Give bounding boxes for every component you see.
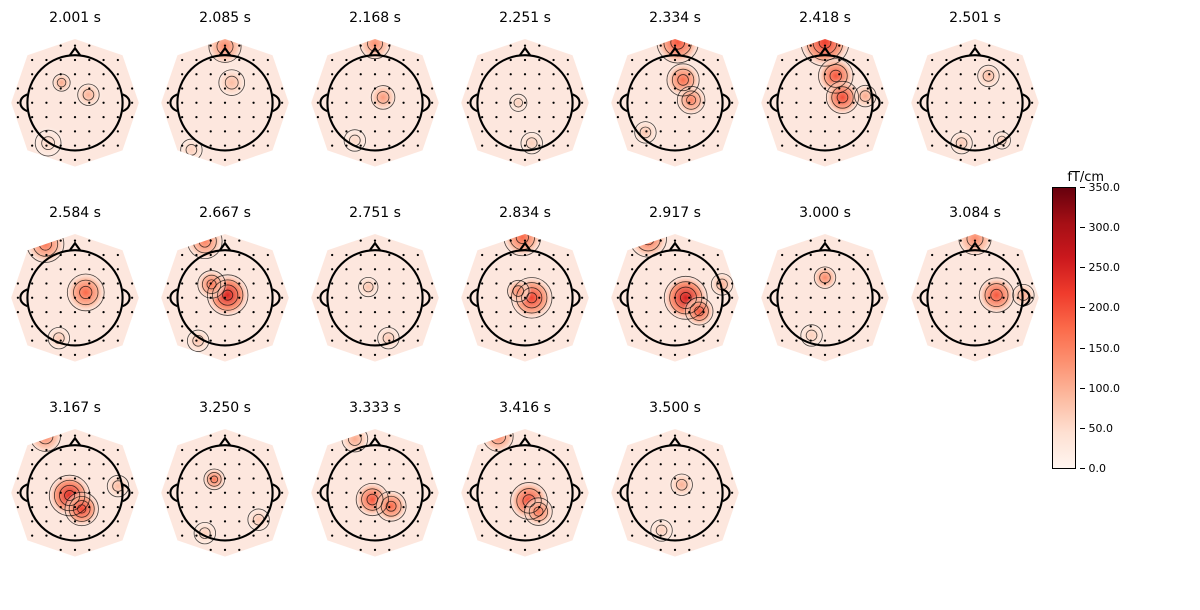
panel-title: 3.000 s (799, 205, 851, 221)
topomap (5, 225, 145, 365)
topomap-panel: 3.167 s (0, 400, 150, 595)
topomap (305, 225, 445, 365)
topomap (155, 30, 295, 170)
panel-title: 2.334 s (649, 10, 701, 26)
topomap-panel: 3.333 s (300, 400, 450, 595)
panel-title: 3.250 s (199, 400, 251, 416)
topomap-panel: 2.917 s (600, 205, 750, 400)
topomap-panel: 3.250 s (150, 400, 300, 595)
panel-title: 3.333 s (349, 400, 401, 416)
topomap-panel: 3.000 s (750, 205, 900, 400)
topomap (305, 30, 445, 170)
topomap (455, 30, 595, 170)
panel-title: 2.917 s (649, 205, 701, 221)
topomap-panel: 3.416 s (450, 400, 600, 595)
topomap-panel: 2.001 s (0, 10, 150, 205)
topomap (455, 225, 595, 365)
panel-title: 2.751 s (349, 205, 401, 221)
topomap (605, 30, 745, 170)
panel-title: 2.667 s (199, 205, 251, 221)
topomap (305, 420, 445, 560)
topomap (455, 420, 595, 560)
panel-title: 3.500 s (649, 400, 701, 416)
panel-title: 2.501 s (949, 10, 1001, 26)
topomap-panel: 2.584 s (0, 205, 150, 400)
panel-title: 3.167 s (49, 400, 101, 416)
panel-title: 3.416 s (499, 400, 551, 416)
topomap-panel: 2.751 s (300, 205, 450, 400)
colorbar: fT/cm 350.0300.0250.0200.0150.0100.050.0… (1052, 170, 1121, 469)
panel-title: 2.001 s (49, 10, 101, 26)
panel-title: 2.834 s (499, 205, 551, 221)
colorbar-bar (1052, 187, 1076, 469)
topomap-panel: 3.500 s (600, 400, 750, 595)
topomap (605, 420, 745, 560)
panel-title: 2.584 s (49, 205, 101, 221)
topomap-panel: 2.501 s (900, 10, 1050, 205)
topomap-panel: 2.251 s (450, 10, 600, 205)
topomap-panel: 3.084 s (900, 205, 1050, 400)
topomap (605, 225, 745, 365)
topomap-panel: 2.418 s (750, 10, 900, 205)
panel-title: 2.418 s (799, 10, 851, 26)
topomap (155, 420, 295, 560)
topomap (755, 30, 895, 170)
topomap-panel: 2.834 s (450, 205, 600, 400)
colorbar-ticks: 350.0300.0250.0200.0150.0100.050.00.0 (1080, 187, 1121, 469)
topomap-grid: 2.001 s 2.085 s 2.168 s 2.251 s 2.334 s 2.418… (0, 10, 1050, 595)
topomap (905, 30, 1045, 170)
topomap-panel: 2.085 s (150, 10, 300, 205)
panel-title: 3.084 s (949, 205, 1001, 221)
topomap (5, 420, 145, 560)
panel-title: 2.251 s (499, 10, 551, 26)
topomap (155, 225, 295, 365)
topomap-panel: 2.168 s (300, 10, 450, 205)
panel-title: 2.085 s (199, 10, 251, 26)
topomap-panel: 2.667 s (150, 205, 300, 400)
topomap (905, 225, 1045, 365)
topomap (5, 30, 145, 170)
panel-title: 2.168 s (349, 10, 401, 26)
topomap (755, 225, 895, 365)
topomap-panel: 2.334 s (600, 10, 750, 205)
